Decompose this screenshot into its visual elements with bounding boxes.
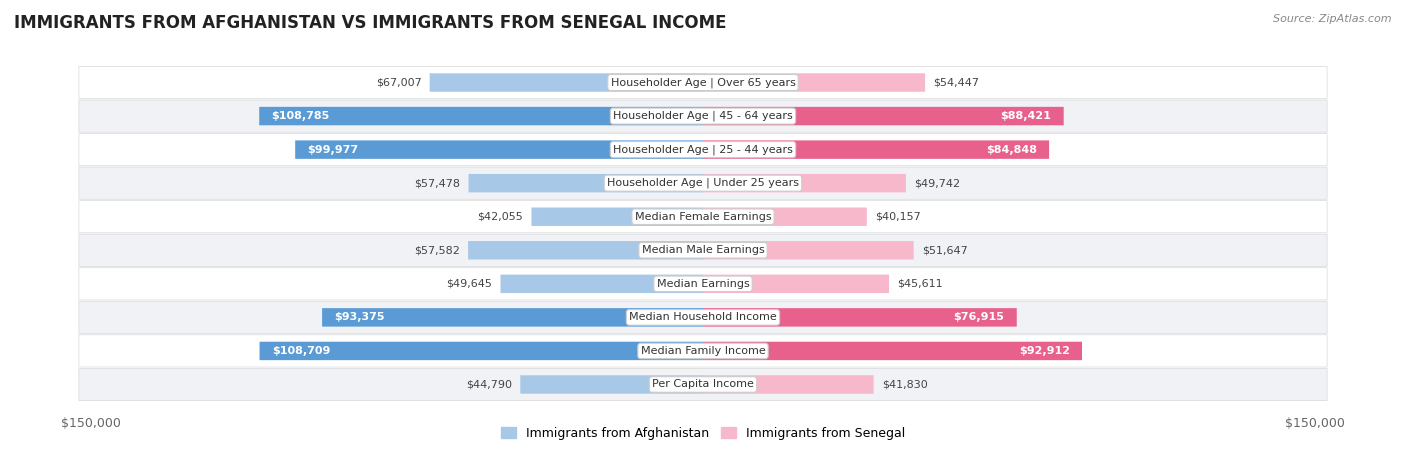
FancyBboxPatch shape xyxy=(322,308,703,326)
Text: Per Capita Income: Per Capita Income xyxy=(652,380,754,389)
Text: $57,582: $57,582 xyxy=(415,245,460,255)
Text: $76,915: $76,915 xyxy=(953,312,1004,322)
Text: $108,785: $108,785 xyxy=(271,111,330,121)
FancyBboxPatch shape xyxy=(79,268,1327,300)
FancyBboxPatch shape xyxy=(79,100,1327,132)
Text: $88,421: $88,421 xyxy=(1001,111,1052,121)
Text: $54,447: $54,447 xyxy=(934,78,979,87)
FancyBboxPatch shape xyxy=(703,107,1064,125)
FancyBboxPatch shape xyxy=(703,207,868,226)
Text: $99,977: $99,977 xyxy=(308,145,359,155)
Text: $49,742: $49,742 xyxy=(914,178,960,188)
Text: Householder Age | Over 65 years: Householder Age | Over 65 years xyxy=(610,77,796,88)
Text: $57,478: $57,478 xyxy=(415,178,460,188)
FancyBboxPatch shape xyxy=(79,368,1327,401)
FancyBboxPatch shape xyxy=(79,167,1327,199)
FancyBboxPatch shape xyxy=(79,201,1327,233)
FancyBboxPatch shape xyxy=(79,335,1327,367)
Text: $92,912: $92,912 xyxy=(1019,346,1070,356)
Text: Median Family Income: Median Family Income xyxy=(641,346,765,356)
Text: $67,007: $67,007 xyxy=(375,78,422,87)
FancyBboxPatch shape xyxy=(79,301,1327,333)
Text: $49,645: $49,645 xyxy=(447,279,492,289)
FancyBboxPatch shape xyxy=(531,207,703,226)
Text: Householder Age | 25 - 44 years: Householder Age | 25 - 44 years xyxy=(613,144,793,155)
FancyBboxPatch shape xyxy=(260,342,703,360)
Text: $41,830: $41,830 xyxy=(882,380,928,389)
FancyBboxPatch shape xyxy=(703,174,905,192)
Text: $44,790: $44,790 xyxy=(467,380,512,389)
Legend: Immigrants from Afghanistan, Immigrants from Senegal: Immigrants from Afghanistan, Immigrants … xyxy=(495,422,911,445)
FancyBboxPatch shape xyxy=(468,174,703,192)
FancyBboxPatch shape xyxy=(79,66,1327,99)
Text: Median Female Earnings: Median Female Earnings xyxy=(634,212,772,222)
FancyBboxPatch shape xyxy=(79,234,1327,266)
Text: $84,848: $84,848 xyxy=(986,145,1036,155)
FancyBboxPatch shape xyxy=(703,375,873,394)
Text: Householder Age | Under 25 years: Householder Age | Under 25 years xyxy=(607,178,799,188)
Text: IMMIGRANTS FROM AFGHANISTAN VS IMMIGRANTS FROM SENEGAL INCOME: IMMIGRANTS FROM AFGHANISTAN VS IMMIGRANT… xyxy=(14,14,727,32)
Text: Median Earnings: Median Earnings xyxy=(657,279,749,289)
Text: $93,375: $93,375 xyxy=(335,312,385,322)
FancyBboxPatch shape xyxy=(703,73,925,92)
Text: $42,055: $42,055 xyxy=(478,212,523,222)
FancyBboxPatch shape xyxy=(703,241,914,260)
Text: Median Male Earnings: Median Male Earnings xyxy=(641,245,765,255)
FancyBboxPatch shape xyxy=(468,241,703,260)
FancyBboxPatch shape xyxy=(259,107,703,125)
FancyBboxPatch shape xyxy=(703,141,1049,159)
Text: $40,157: $40,157 xyxy=(875,212,921,222)
FancyBboxPatch shape xyxy=(703,308,1017,326)
FancyBboxPatch shape xyxy=(79,134,1327,166)
FancyBboxPatch shape xyxy=(520,375,703,394)
FancyBboxPatch shape xyxy=(501,275,703,293)
FancyBboxPatch shape xyxy=(295,141,703,159)
FancyBboxPatch shape xyxy=(703,342,1083,360)
Text: $108,709: $108,709 xyxy=(271,346,330,356)
FancyBboxPatch shape xyxy=(430,73,703,92)
Text: Source: ZipAtlas.com: Source: ZipAtlas.com xyxy=(1274,14,1392,24)
Text: Median Household Income: Median Household Income xyxy=(628,312,778,322)
FancyBboxPatch shape xyxy=(703,275,889,293)
Text: Householder Age | 45 - 64 years: Householder Age | 45 - 64 years xyxy=(613,111,793,121)
Text: $51,647: $51,647 xyxy=(922,245,967,255)
Text: $45,611: $45,611 xyxy=(897,279,943,289)
